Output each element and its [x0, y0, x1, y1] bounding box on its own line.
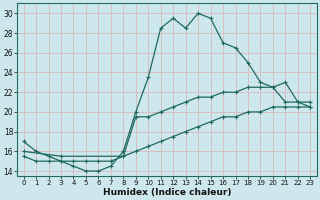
X-axis label: Humidex (Indice chaleur): Humidex (Indice chaleur)	[103, 188, 231, 197]
